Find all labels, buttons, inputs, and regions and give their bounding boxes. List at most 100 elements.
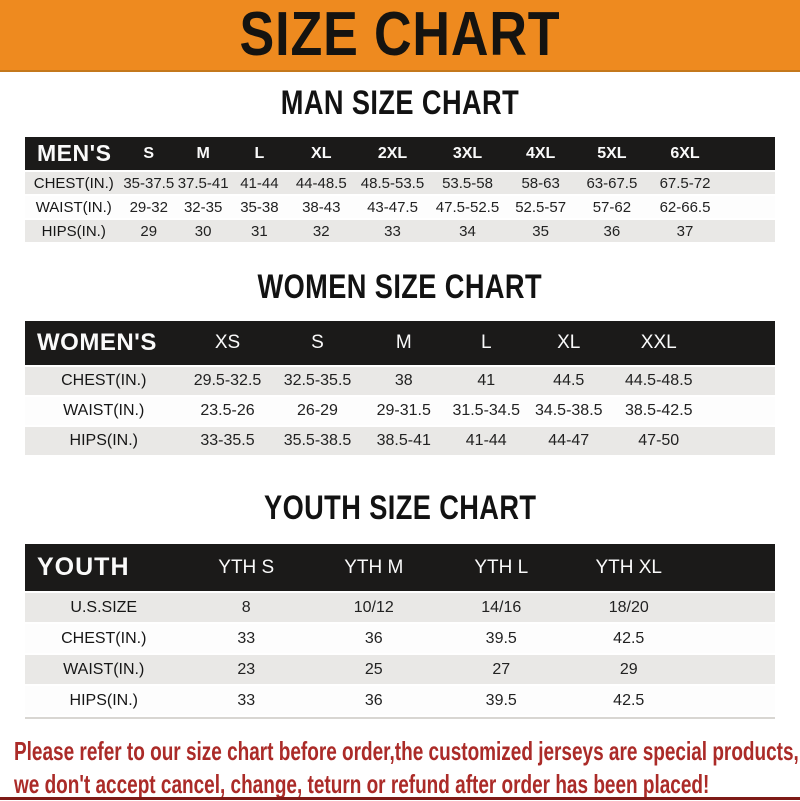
women-size-value-cell: 44.5 [553, 372, 585, 390]
men-size-value-cell: 29-32 [129, 198, 168, 216]
youth-column-header-yth-xl: YTH XL [595, 556, 663, 578]
men-table-row: HIPS(IN.) 29 30 31 32 33 34 35 36 37 [25, 220, 775, 243]
women-size-value-cell: 41 [477, 372, 496, 390]
youth-row-label: U.S.SIZE [70, 598, 138, 616]
men-table-header-row: MEN'S S M L XL 2XL 3XL 4XL 5XL 6XL [25, 137, 776, 171]
youth-size-value-cell: 27 [492, 660, 511, 678]
youth-size-value-cell: 10/12 [353, 598, 394, 616]
women-size-value-cell: 44-47 [548, 432, 590, 450]
men-size-value-cell: 47.5-52.5 [435, 198, 500, 216]
women-size-value-cell: 38 [394, 372, 413, 390]
youth-size-value-cell: 36 [364, 629, 383, 647]
men-column-header-3xl: 3XL [452, 144, 483, 162]
women-column-header-m: M [395, 332, 412, 354]
youth-row-spare-cell [693, 593, 776, 622]
men-size-table: MEN'S S M L XL 2XL 3XL 4XL 5XL 6XL CHEST(IN.) 35-37… [25, 135, 775, 244]
men-size-value-cell: 53.5-58 [442, 174, 493, 192]
men-header-spare-cell [723, 137, 776, 170]
youth-table-row: CHEST(IN.) 33 36 39.5 42.5 [25, 624, 776, 654]
men-size-value-cell: 37 [676, 222, 694, 240]
women-column-header-s: S [311, 332, 324, 354]
men-size-value-cell: 35-38 [240, 198, 279, 216]
women-size-value-cell: 32.5-35.5 [283, 372, 352, 390]
women-header-spare-cell [708, 321, 776, 365]
men-size-value-cell: 57-62 [592, 198, 632, 216]
youth-column-header-yth-l: YTH L [474, 556, 529, 578]
youth-size-value-cell: 39.5 [485, 629, 517, 647]
women-column-header-xxl: XXL [640, 332, 677, 354]
men-size-value-cell: 62-66.5 [659, 198, 711, 216]
youth-size-value-cell: 33 [237, 629, 256, 647]
men-size-value-cell: 38-43 [302, 198, 341, 216]
disclaimer-text: Please refer to our size chart before or… [14, 735, 800, 801]
women-size-value-cell: 33-35.5 [200, 432, 255, 450]
men-size-value-cell: 41-44 [240, 174, 279, 192]
women-size-value-cell: 29.5-32.5 [193, 372, 262, 390]
men-size-value-cell: 35-37.5 [123, 174, 175, 192]
women-column-header-xs: XS [214, 332, 241, 354]
youth-size-value-cell: 14/16 [481, 598, 522, 616]
men-size-value-cell: 32-35 [183, 198, 223, 216]
women-row-label: HIPS(IN.) [69, 432, 138, 450]
youth-size-value-cell: 8 [241, 598, 251, 616]
men-section-heading: MAN SIZE CHART [0, 84, 800, 123]
men-size-value-cell: 35 [532, 222, 549, 240]
men-size-value-cell: 33 [384, 222, 401, 240]
youth-row-spare-cell [693, 686, 776, 715]
men-column-header-xl: XL [311, 144, 332, 162]
men-column-header-5xl: 5XL [597, 144, 627, 162]
women-size-value-cell: 29-31.5 [376, 402, 431, 420]
youth-table-header-row: YOUTH YTH S YTH M YTH L YTH XL [25, 544, 775, 592]
men-size-value-cell: 44-48.5 [295, 174, 347, 192]
men-column-header-6xl: 6XL [670, 144, 700, 162]
youth-table-row: U.S.SIZE 8 10/12 14/16 18/20 [25, 593, 776, 623]
size-chart-banner: SIZE CHART [0, 0, 800, 72]
women-table-row: CHEST(IN.) 29.5-32.5 32.5-35.5 38 41 44.5 44.5… [25, 367, 775, 396]
youth-column-header-yth-m: YTH M [344, 556, 404, 578]
women-table-header-row: WOMEN'S XS S M L XL XXL [25, 321, 776, 366]
youth-section-heading: YOUTH SIZE CHART [0, 489, 800, 528]
women-size-value-cell: 38.5-41 [376, 432, 431, 450]
women-size-table: WOMEN'S XS S M L XL XXL CHEST(IN.) 29.5-32.5 32.5… [25, 319, 775, 457]
youth-size-value-cell: 18/20 [608, 598, 649, 616]
youth-row-spare-cell [693, 624, 776, 653]
women-size-value-cell: 34.5-38.5 [534, 402, 603, 420]
men-table-row: CHEST(IN.) 35-37.5 37.5-41 41-44 44-48.5 48.5… [25, 172, 775, 195]
youth-size-value-cell: 23 [237, 660, 256, 678]
women-size-value-cell: 23.5-26 [200, 402, 255, 420]
youth-size-table: YOUTH YTH S YTH M YTH L YTH XL U.S.SIZE 8 10/12… [25, 542, 776, 720]
women-heading-text: WOMEN SIZE CHART [257, 268, 543, 307]
women-column-header-xl: XL [557, 332, 581, 354]
men-row-label: WAIST(IN.) [35, 198, 112, 216]
men-size-value-cell: 36 [603, 222, 621, 240]
youth-table-corner-label: YOUTH [37, 553, 130, 582]
men-row-spare-cell [723, 196, 776, 218]
men-table-corner-label: MEN'S [37, 140, 112, 167]
women-table-row: HIPS(IN.) 33-35.5 35.5-38.5 38.5-41 41-44 44-… [25, 427, 776, 456]
men-size-value-cell: 29 [140, 222, 158, 240]
men-column-header-l: L [254, 144, 265, 162]
women-size-value-cell: 26-29 [297, 402, 338, 420]
men-column-header-s: S [143, 144, 155, 162]
women-row-label: CHEST(IN.) [61, 372, 147, 390]
youth-row-label: CHEST(IN.) [61, 629, 147, 647]
section-women: WOMEN SIZE CHART WOMEN'S XS S M L XL XXL CHEST(… [0, 268, 800, 457]
women-size-value-cell: 47-50 [638, 432, 680, 450]
women-section-heading: WOMEN SIZE CHART [0, 268, 800, 307]
women-table-corner-label: WOMEN'S [37, 329, 157, 357]
disclaimer-line-2: we don't accept cancel, change, teturn o… [14, 769, 710, 800]
youth-size-value-cell: 42.5 [613, 629, 645, 647]
youth-table-row: HIPS(IN.) 33 36 39.5 42.5 [25, 686, 776, 716]
page-title: SIZE CHART [239, 0, 561, 69]
men-size-value-cell: 52.5-57 [515, 198, 567, 216]
women-size-value-cell: 31.5-34.5 [452, 402, 521, 420]
men-row-label: HIPS(IN.) [41, 222, 106, 240]
youth-table-row: WAIST(IN.) 23 25 27 29 [25, 655, 775, 685]
men-heading-text: MAN SIZE CHART [280, 84, 520, 122]
men-size-value-cell: 67.5-72 [659, 174, 711, 192]
men-size-value-cell: 37.5-41 [177, 174, 229, 192]
men-size-value-cell: 32 [312, 222, 330, 240]
youth-heading-text: YOUTH SIZE CHART [263, 489, 537, 528]
youth-size-value-cell: 25 [364, 660, 383, 678]
women-row-spare-cell [708, 427, 776, 455]
